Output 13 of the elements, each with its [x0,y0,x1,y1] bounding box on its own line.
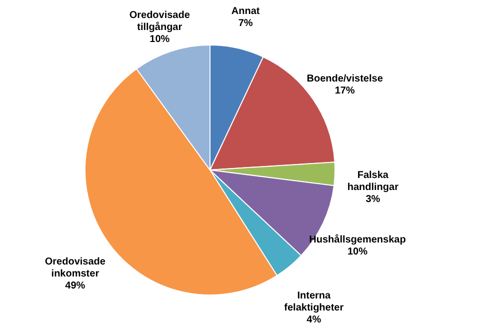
data-label: 10% [150,34,170,45]
data-label: 49% [65,280,86,292]
slice-label: Boende/vistelse [306,73,384,84]
data-label: 7% [238,18,253,29]
slice-label: Annat [231,6,260,17]
data-label: 17% [334,85,355,96]
data-label: 4% [306,314,322,326]
slice-label: Falska handlingar [347,170,399,194]
slice-label: Interna felaktigheter [284,290,344,314]
slice-label: Oredovisade inkomster [44,256,106,280]
slice-label: Oredovisade tillgångar [129,10,190,33]
data-label: 3% [366,194,380,206]
data-label: 10% [347,246,368,258]
